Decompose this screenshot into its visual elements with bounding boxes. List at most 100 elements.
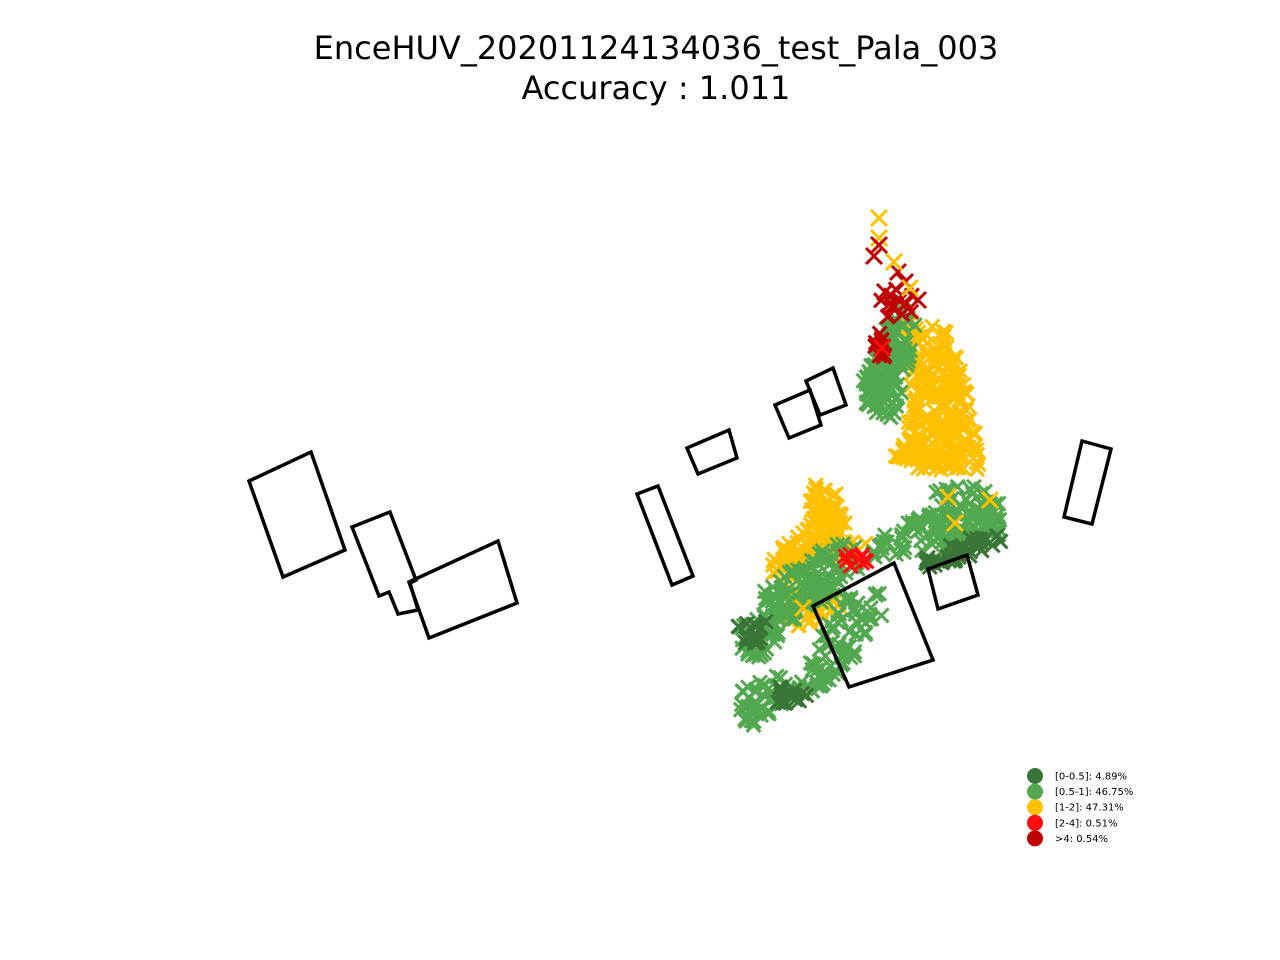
scatter-point: [903, 413, 920, 430]
scatter-point: [884, 252, 904, 272]
scatter-point: [919, 549, 936, 566]
scatter-point: [944, 402, 961, 420]
scatter-point: [837, 515, 854, 532]
scatter-point: [972, 534, 989, 551]
scatter-points: [730, 208, 1009, 733]
scatter-point: [940, 372, 957, 389]
scatter-point: [909, 427, 926, 444]
scatter-point: [876, 395, 893, 412]
scatter-point: [833, 507, 850, 524]
scatter-point: [887, 391, 904, 408]
obstacle-outlines: [246, 365, 1114, 690]
obstacle-outline: [810, 560, 936, 690]
legend-label: [0-0.5]: 4.89%: [1055, 772, 1127, 783]
chart-title: EnceHUV_20201124134036_test_Pala_003: [314, 29, 999, 67]
scatter-point: [946, 348, 963, 366]
scatter-point: [871, 585, 888, 602]
legend: [0-0.5]: 4.89% [0.5-1]: 46.75% [1-2]: 47.3…: [1027, 768, 1133, 847]
scatter-point: [911, 510, 928, 527]
scatter-point: [955, 460, 972, 477]
legend-label: [0.5-1]: 46.75%: [1055, 787, 1133, 798]
scatter-point: [817, 648, 834, 665]
legend-label: >4: 0.54%: [1055, 834, 1108, 845]
scatter-point: [882, 294, 899, 311]
scatter-point: [878, 533, 895, 550]
scatter-point: [893, 529, 910, 546]
scatter-point: [869, 228, 889, 248]
scatter-point: [869, 208, 889, 228]
scatter-point: [846, 643, 863, 661]
scatter-point: [928, 484, 945, 501]
scatter-point: [806, 553, 824, 570]
scatter-point: [921, 349, 939, 366]
scatter-point: [900, 514, 917, 532]
scatter-point: [957, 490, 974, 507]
scatter-point: [903, 443, 920, 460]
scatter-point: [860, 395, 877, 412]
scatter-point: [837, 548, 854, 565]
obstacle-outline: [684, 427, 740, 477]
scatter-point: [805, 484, 822, 501]
scatter-point: [944, 454, 961, 471]
scatter-point: [943, 490, 961, 507]
scatter-point: [733, 696, 750, 713]
scatter-point: [805, 655, 822, 672]
scatter-point: [961, 480, 978, 497]
scatter-point: [894, 336, 911, 353]
scatter-point: [739, 679, 757, 696]
obstacle-outline: [634, 483, 696, 588]
scatter-point: [869, 235, 889, 255]
scatter-point: [927, 341, 944, 358]
scatter-point: [841, 623, 858, 640]
legend-marker: [1027, 799, 1043, 816]
scatter-point: [907, 389, 925, 407]
scatter-point: [945, 513, 965, 533]
scatter-point: [973, 502, 990, 520]
scatter-point: [861, 610, 878, 627]
scatter-point: [960, 397, 977, 414]
scatter-point: [879, 308, 896, 325]
legend-label: [2-4]: 0.51%: [1055, 818, 1117, 829]
scatter-point: [879, 405, 897, 423]
scatter-point: [773, 687, 790, 704]
obstacle-outline: [1061, 438, 1114, 527]
scatter-point: [871, 366, 888, 383]
scatter-point: [934, 353, 951, 370]
scatter-point: [930, 442, 947, 459]
scatter-point: [781, 564, 798, 581]
scatter-point: [915, 460, 932, 478]
scatter-point: [984, 537, 1001, 554]
scatter-point: [932, 329, 949, 346]
scatter-point: [914, 519, 931, 536]
scatter-point: [751, 674, 769, 691]
scatter-point: [788, 689, 805, 706]
scatter-point: [797, 571, 814, 588]
scatter-point: [888, 262, 908, 282]
legend-marker: [1027, 783, 1043, 800]
scatter-point: [805, 529, 822, 546]
scatter-point: [867, 585, 884, 602]
scatter-point: [885, 317, 902, 334]
scatter-point: [858, 375, 875, 393]
scatter-point: [980, 490, 1000, 510]
scatter-point: [938, 436, 955, 453]
scatter-point: [875, 282, 895, 302]
scatter-point: [777, 695, 794, 712]
scatter-point: [975, 507, 992, 524]
scatter-point: [848, 613, 865, 631]
scatter-point: [842, 591, 859, 608]
scatter-point: [827, 485, 845, 503]
scatter-point: [872, 338, 892, 358]
scatter-point: [921, 363, 938, 380]
scatter-point: [808, 565, 825, 582]
scatter-point: [900, 414, 917, 431]
scatter-point: [938, 487, 958, 507]
scatter-point: [747, 616, 767, 636]
scatter-point: [850, 551, 867, 568]
scatter-point: [746, 699, 763, 716]
scatter-point: [864, 246, 884, 266]
scatter-point: [968, 442, 985, 459]
obstacle-outline: [406, 538, 520, 641]
scatter-point: [923, 536, 941, 553]
